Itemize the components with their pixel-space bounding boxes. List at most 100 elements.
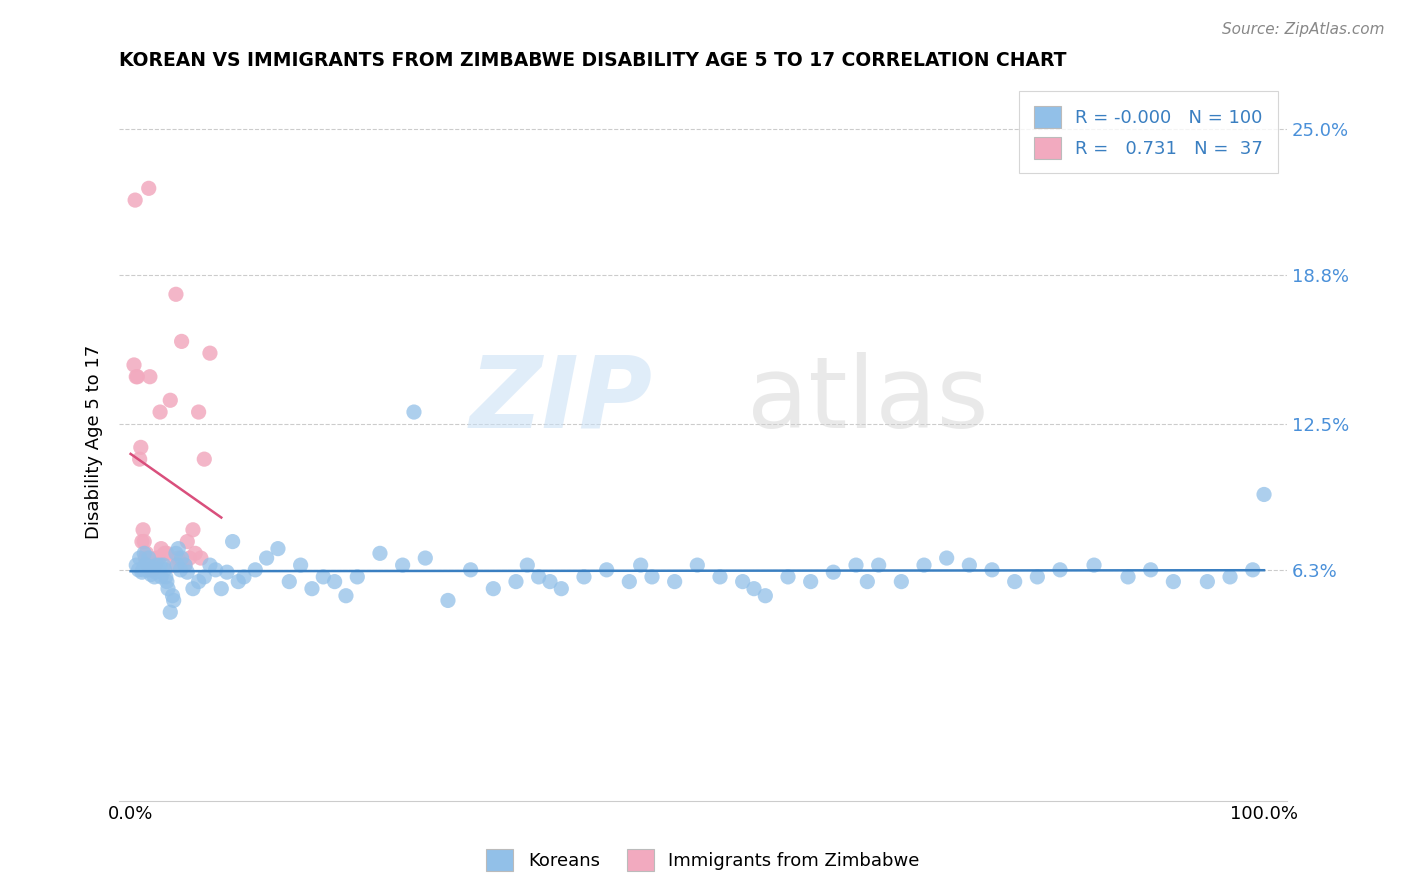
Point: [346, 570, 368, 584]
Point: [505, 574, 527, 589]
Point: [165, 287, 187, 301]
Point: [742, 582, 765, 596]
Point: [335, 589, 357, 603]
Point: [1241, 563, 1264, 577]
Point: [145, 558, 167, 573]
Point: [150, 570, 173, 584]
Point: [868, 558, 890, 573]
Point: [167, 541, 190, 556]
Point: [890, 574, 912, 589]
Text: atlas: atlas: [747, 351, 988, 449]
Point: [193, 570, 215, 584]
Point: [145, 551, 167, 566]
Point: [641, 570, 664, 584]
Point: [184, 546, 207, 560]
Point: [174, 558, 197, 573]
Point: [1116, 570, 1139, 584]
Point: [148, 551, 170, 566]
Point: [155, 570, 177, 584]
Point: [595, 563, 617, 577]
Point: [981, 563, 1004, 577]
Point: [731, 574, 754, 589]
Point: [139, 563, 162, 577]
Point: [312, 570, 335, 584]
Point: [142, 560, 165, 574]
Point: [619, 574, 641, 589]
Point: [125, 558, 148, 573]
Point: [1026, 570, 1049, 584]
Point: [823, 565, 845, 579]
Point: [957, 558, 980, 573]
Point: [368, 546, 391, 560]
Point: [132, 563, 155, 577]
Point: [209, 582, 232, 596]
Point: [391, 558, 413, 573]
Point: [153, 563, 176, 577]
Point: [167, 551, 190, 566]
Point: [125, 369, 148, 384]
Point: [128, 563, 150, 577]
Point: [460, 563, 482, 577]
Point: [664, 574, 686, 589]
Point: [149, 558, 172, 573]
Point: [800, 574, 823, 589]
Point: [174, 558, 197, 573]
Point: [129, 441, 152, 455]
Point: [1004, 574, 1026, 589]
Point: [128, 551, 150, 566]
Point: [190, 551, 212, 566]
Point: [245, 563, 267, 577]
Point: [138, 551, 160, 566]
Point: [162, 589, 184, 603]
Point: [134, 534, 156, 549]
Point: [132, 523, 155, 537]
Y-axis label: Disability Age 5 to 17: Disability Age 5 to 17: [86, 344, 103, 539]
Point: [1049, 563, 1071, 577]
Point: [181, 523, 204, 537]
Point: [134, 558, 156, 573]
Point: [538, 574, 561, 589]
Text: ZIP: ZIP: [470, 351, 652, 449]
Point: [143, 570, 166, 584]
Point: [256, 551, 278, 566]
Point: [754, 589, 776, 603]
Point: [139, 369, 162, 384]
Point: [215, 565, 238, 579]
Point: [148, 563, 170, 577]
Point: [145, 565, 167, 579]
Point: [1139, 563, 1161, 577]
Point: [156, 582, 179, 596]
Point: [156, 546, 179, 560]
Point: [437, 593, 460, 607]
Point: [163, 593, 186, 607]
Point: [402, 405, 425, 419]
Point: [153, 546, 176, 560]
Point: [138, 181, 160, 195]
Point: [170, 334, 193, 349]
Point: [122, 358, 145, 372]
Point: [1163, 574, 1185, 589]
Point: [128, 452, 150, 467]
Point: [233, 570, 256, 584]
Point: [156, 574, 179, 589]
Point: [142, 563, 165, 577]
Text: KOREAN VS IMMIGRANTS FROM ZIMBABWE DISABILITY AGE 5 TO 17 CORRELATION CHART: KOREAN VS IMMIGRANTS FROM ZIMBABWE DISAB…: [120, 51, 1067, 70]
Point: [193, 452, 215, 467]
Text: Source: ZipAtlas.com: Source: ZipAtlas.com: [1222, 22, 1385, 37]
Point: [278, 574, 301, 589]
Point: [131, 534, 153, 549]
Point: [221, 534, 243, 549]
Point: [912, 558, 935, 573]
Legend: Koreans, Immigrants from Zimbabwe: Koreans, Immigrants from Zimbabwe: [479, 842, 927, 879]
Point: [159, 605, 181, 619]
Point: [150, 541, 173, 556]
Point: [166, 558, 188, 573]
Legend: R = -0.000   N = 100, R =   0.731   N =  37: R = -0.000 N = 100, R = 0.731 N = 37: [1019, 91, 1278, 173]
Point: [301, 582, 323, 596]
Point: [845, 558, 868, 573]
Point: [550, 582, 572, 596]
Point: [127, 369, 149, 384]
Point: [159, 393, 181, 408]
Point: [163, 558, 186, 573]
Point: [134, 551, 156, 566]
